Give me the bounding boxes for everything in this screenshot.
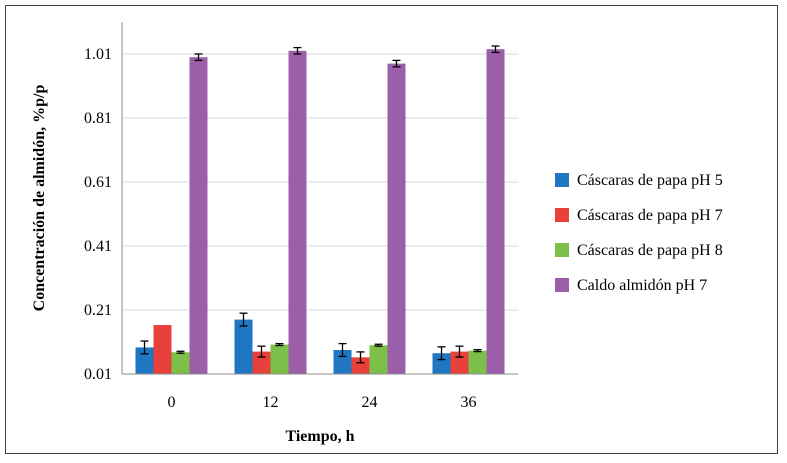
bar bbox=[135, 347, 154, 374]
y-tick-label: 0.41 bbox=[84, 238, 112, 255]
legend-label: Caldo almidón pH 7 bbox=[577, 277, 707, 294]
bar bbox=[450, 351, 469, 374]
y-tick-label: 0.01 bbox=[84, 366, 112, 383]
bar bbox=[387, 63, 406, 374]
bar bbox=[333, 350, 352, 374]
bar bbox=[270, 344, 289, 374]
legend-label: Cáscaras de papa pH 5 bbox=[577, 172, 723, 189]
bar bbox=[486, 49, 505, 374]
y-tick-labels: 0.01 0.21 0.41 0.61 0.81 1.01 bbox=[84, 46, 112, 383]
legend-label: Cáscaras de papa pH 8 bbox=[577, 242, 723, 259]
bar bbox=[432, 353, 451, 374]
bar bbox=[288, 50, 307, 375]
x-tick-labels: 0 12 24 36 bbox=[168, 394, 477, 411]
legend-swatch bbox=[555, 243, 569, 257]
y-axis-title: Concentración de almidón, %p/p bbox=[31, 85, 48, 312]
x-tick-label: 12 bbox=[263, 394, 279, 411]
legend-swatch bbox=[555, 173, 569, 187]
x-axis-title: Tiempo, h bbox=[285, 428, 354, 445]
x-tick-label: 24 bbox=[362, 394, 378, 411]
bar bbox=[252, 351, 271, 374]
bars bbox=[135, 45, 505, 375]
bar bbox=[234, 319, 253, 374]
bar bbox=[171, 352, 190, 374]
bar bbox=[468, 350, 487, 374]
bar bbox=[369, 345, 388, 374]
x-tick-label: 0 bbox=[168, 394, 176, 411]
legend: Cáscaras de papa pH 5 Cáscaras de papa pH… bbox=[555, 172, 723, 294]
bar bbox=[153, 325, 172, 374]
y-tick-label: 0.61 bbox=[84, 174, 112, 191]
y-tick-label: 1.01 bbox=[84, 46, 112, 63]
x-tick-label: 36 bbox=[461, 394, 477, 411]
gridlines bbox=[122, 53, 518, 311]
legend-label: Cáscaras de papa pH 7 bbox=[577, 207, 723, 224]
bar bbox=[351, 357, 370, 374]
legend-swatch bbox=[555, 208, 569, 222]
bar bbox=[189, 57, 208, 374]
y-tick-label: 0.81 bbox=[84, 110, 112, 127]
y-tick-label: 0.21 bbox=[84, 302, 112, 319]
legend-swatch bbox=[555, 278, 569, 292]
